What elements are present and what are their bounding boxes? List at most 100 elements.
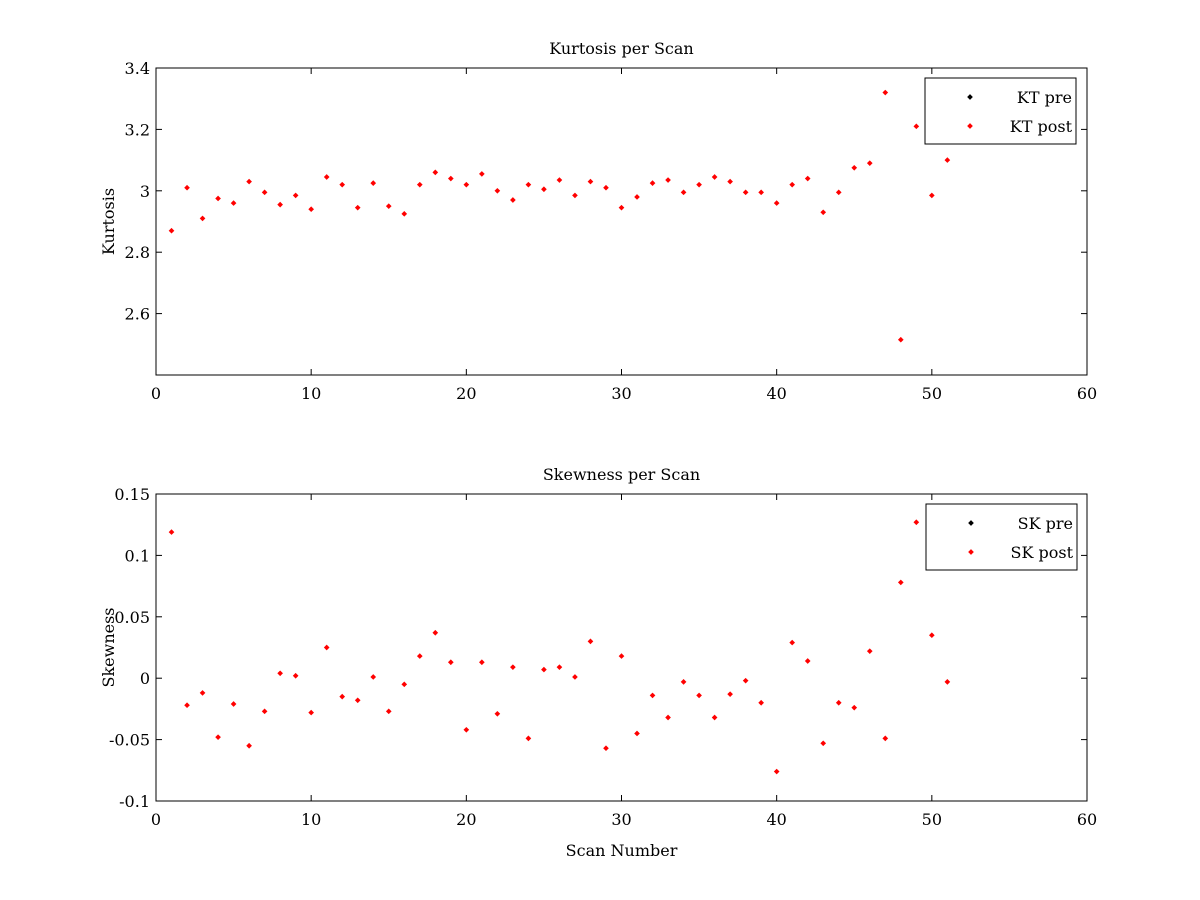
data-point xyxy=(618,204,625,211)
data-point xyxy=(603,745,609,752)
data-point xyxy=(215,195,221,202)
data-point xyxy=(820,209,827,216)
data-point xyxy=(634,730,640,737)
y-axis-label: Skewness xyxy=(99,607,118,687)
data-point xyxy=(929,192,935,199)
data-point xyxy=(603,184,609,191)
data-point xyxy=(804,175,811,182)
data-point xyxy=(184,184,190,191)
data-point xyxy=(494,710,501,717)
data-point xyxy=(587,638,594,645)
x-tick-label: 40 xyxy=(766,810,786,829)
data-point xyxy=(168,529,175,535)
data-point xyxy=(773,200,780,206)
data-point xyxy=(665,714,671,721)
data-point xyxy=(447,659,454,666)
y-tick-label: 0.15 xyxy=(114,485,150,504)
x-tick-label: 20 xyxy=(456,810,476,829)
data-point xyxy=(820,740,827,747)
data-point xyxy=(230,200,237,206)
data-point xyxy=(696,692,702,699)
y-tick-label: 2.8 xyxy=(125,243,150,262)
data-point xyxy=(401,210,408,217)
y-tick-label: 3.2 xyxy=(125,120,150,139)
y-tick-label: 0.1 xyxy=(125,546,150,565)
chart-title: Skewness per Scan xyxy=(543,465,700,484)
x-tick-label: 0 xyxy=(151,810,161,829)
data-point xyxy=(696,181,702,188)
data-point xyxy=(773,768,780,775)
y-tick-label: -0.1 xyxy=(119,792,150,811)
data-point xyxy=(463,726,470,733)
data-point xyxy=(742,189,749,196)
data-point xyxy=(199,690,206,696)
data-point xyxy=(308,206,314,213)
data-point xyxy=(385,708,392,715)
data-point xyxy=(370,674,377,680)
data-point xyxy=(789,639,796,646)
chart-title: Kurtosis per Scan xyxy=(549,39,693,58)
legend-marker xyxy=(967,94,973,100)
data-point xyxy=(339,693,346,700)
data-point xyxy=(354,697,361,704)
y-tick-label: 0.05 xyxy=(114,608,150,627)
y-tick-label: -0.05 xyxy=(109,731,150,750)
data-point xyxy=(572,674,578,680)
data-point xyxy=(866,160,873,166)
data-point xyxy=(649,180,656,186)
data-point xyxy=(882,735,889,742)
data-point xyxy=(215,734,221,740)
data-point xyxy=(230,701,237,707)
data-point xyxy=(913,519,920,526)
data-point xyxy=(929,632,935,639)
data-point xyxy=(835,699,842,706)
x-axis-label: Scan Number xyxy=(566,841,678,860)
data-point xyxy=(680,189,687,196)
x-tick-label: 20 xyxy=(456,384,476,403)
data-point xyxy=(416,181,423,188)
data-point xyxy=(541,186,547,193)
data-point xyxy=(680,679,687,685)
x-tick-label: 0 xyxy=(151,384,161,403)
data-point xyxy=(758,189,764,196)
x-tick-label: 10 xyxy=(301,810,321,829)
data-point xyxy=(168,227,175,234)
legend-label: SK post xyxy=(1010,543,1073,562)
data-point xyxy=(727,691,733,697)
y-tick-label: 3.4 xyxy=(125,59,150,78)
legend-box xyxy=(924,77,1077,145)
data-point xyxy=(416,653,423,659)
data-point xyxy=(789,181,796,188)
legend-marker xyxy=(968,549,974,555)
data-point xyxy=(184,702,190,709)
data-point xyxy=(742,677,749,684)
data-point xyxy=(913,123,920,130)
data-point xyxy=(277,201,283,208)
data-point xyxy=(494,187,501,194)
data-point xyxy=(711,174,718,180)
data-point xyxy=(618,653,625,659)
data-point xyxy=(835,189,842,196)
data-point xyxy=(634,194,640,200)
data-point xyxy=(261,708,268,715)
data-point xyxy=(758,699,764,706)
data-point xyxy=(727,178,733,185)
data-point xyxy=(587,178,594,185)
y-tick-label: 0 xyxy=(140,669,150,688)
x-tick-label: 10 xyxy=(301,384,321,403)
data-point xyxy=(556,177,563,183)
data-point xyxy=(944,679,951,685)
data-point xyxy=(944,157,951,163)
x-tick-label: 60 xyxy=(1077,384,1097,403)
data-point xyxy=(510,664,516,670)
data-point xyxy=(479,171,485,177)
data-point xyxy=(525,181,532,188)
data-point xyxy=(851,704,858,711)
data-point xyxy=(246,742,252,749)
skewness-panel: 0 10 20 30 40 50 60 -0.1 -0.05 0 0.05 0.1 0.15 Skewne… xyxy=(99,465,1097,860)
data-point xyxy=(572,192,578,199)
data-point xyxy=(261,189,268,196)
data-point xyxy=(323,174,330,180)
legend-box xyxy=(925,503,1078,571)
